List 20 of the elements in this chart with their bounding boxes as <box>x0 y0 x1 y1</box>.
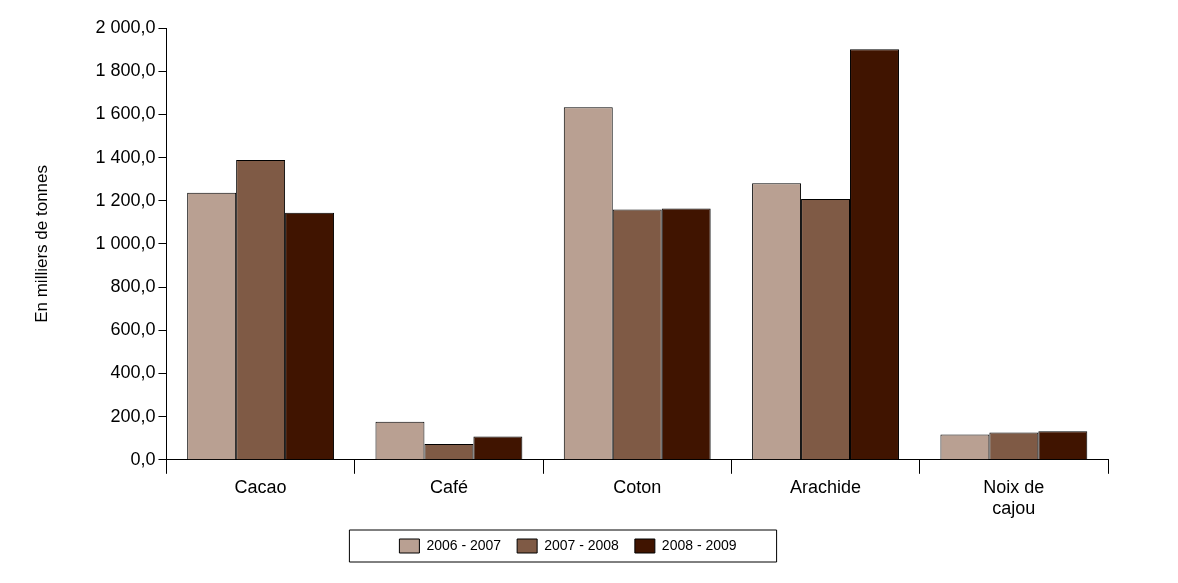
legend-label: 2006 - 2007 <box>426 536 502 553</box>
y-tick-label: 200,0 <box>110 405 156 426</box>
x-tick-label: Cacao <box>234 476 287 497</box>
x-tick-label: Coton <box>613 476 662 497</box>
y-tick-label: 1 400,0 <box>95 146 156 167</box>
y-tick-label: 1 200,0 <box>95 189 156 210</box>
x-tick-label: Arachide <box>790 476 862 497</box>
y-tick-label: 1 800,0 <box>95 60 156 81</box>
legend-label: 2007 - 2008 <box>544 536 620 553</box>
y-tick-label: 1 000,0 <box>95 232 156 253</box>
legend-label: 2008 - 2009 <box>661 536 737 553</box>
y-tick-label: 600,0 <box>110 319 156 340</box>
y-tick-label: 800,0 <box>110 276 156 297</box>
x-tick-label: Noix de cajou <box>983 476 1045 519</box>
y-tick-label: 2 000,0 <box>95 16 156 37</box>
y-tick-label: 0,0 <box>130 448 156 469</box>
y-tick-label: 1 600,0 <box>95 103 156 124</box>
y-tick-label: 400,0 <box>110 362 156 383</box>
y-axis-title: En milliers de tonnes <box>31 164 51 323</box>
x-tick-label: Café <box>429 476 468 497</box>
